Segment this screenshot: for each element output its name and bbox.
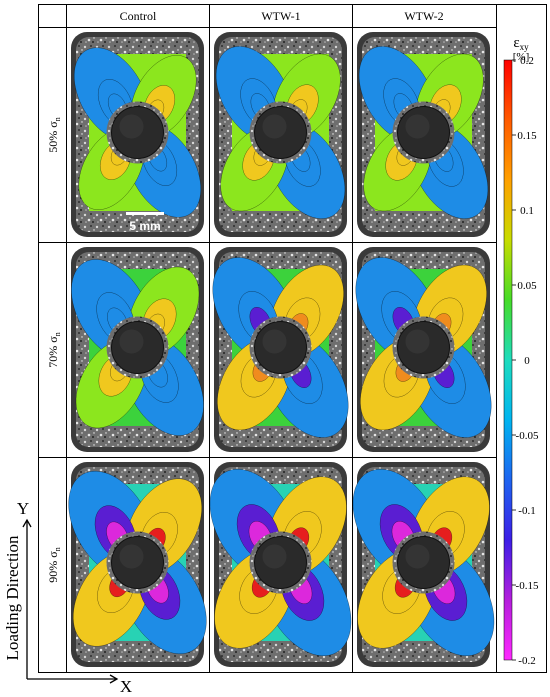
column-header-wtw2: WTW-2	[404, 9, 443, 23]
specimen-panel	[355, 247, 492, 452]
specimen-panels	[68, 32, 495, 667]
colorbar-tick-label: -0.2	[518, 655, 535, 667]
specimen-panel	[214, 32, 347, 237]
specimen-panel	[71, 32, 204, 237]
specimen-panel	[209, 462, 352, 667]
colorbar-unit: [%]	[513, 51, 530, 63]
x-arrow-head	[109, 674, 119, 684]
specimen-panel	[357, 32, 490, 237]
axis-indicator	[22, 518, 119, 684]
colorbar-tick-label: -0.05	[516, 430, 539, 442]
loading-direction-label: Loading Direction	[3, 535, 22, 661]
colorbar-gradient	[503, 59, 513, 661]
grid-frame	[38, 4, 547, 673]
colorbar-tick-label: 0.05	[517, 280, 537, 292]
specimen-panel	[71, 247, 204, 452]
column-header-control: Control	[120, 9, 157, 23]
colorbar-tick-label: 0.15	[517, 130, 537, 142]
specimen-panel	[68, 462, 207, 667]
colorbar-tick-label: 0	[524, 355, 530, 367]
scale-bar-label: 5 mm	[129, 219, 160, 233]
y-axis-label: Y	[17, 499, 29, 518]
colorbar-title: εxy	[513, 35, 529, 52]
row-label-50: 50% σn	[46, 117, 62, 152]
colorbar-tick-label: 0.2	[520, 55, 534, 67]
specimen-panel	[212, 247, 349, 452]
row-label-90: 90% σn	[46, 547, 62, 582]
colorbar-tick-label: 0.1	[520, 205, 534, 217]
x-axis-label: X	[120, 677, 132, 696]
scale-bar: 5 mm	[126, 212, 164, 233]
row-label-70: 70% σn	[46, 332, 62, 367]
strain-field	[352, 468, 495, 657]
y-arrow-head	[22, 518, 32, 528]
specimen-panel	[352, 462, 495, 667]
colorbar: εxy [%] 0.2 0.15 0.1 0.05 0 -0.05 -0.1 -0.15 -0.…	[503, 35, 539, 667]
colorbar-tick-label: -0.1	[518, 505, 535, 517]
column-header-wtw1: WTW-1	[261, 9, 300, 23]
colorbar-tick-label: -0.15	[516, 580, 539, 592]
